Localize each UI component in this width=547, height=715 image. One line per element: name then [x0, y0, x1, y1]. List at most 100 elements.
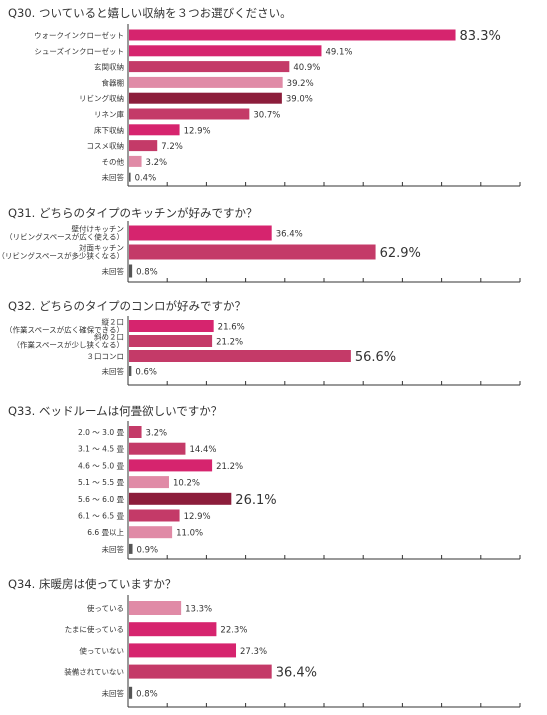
category-label: 5.1 ～ 5.5 畳 — [78, 478, 125, 487]
bar — [129, 643, 237, 658]
category-label: 壁付けキッチン — [72, 224, 125, 234]
bar — [129, 622, 217, 637]
data-label: 62.9% — [380, 246, 421, 261]
category-label: リネン庫 — [94, 109, 124, 119]
data-label: 7.2% — [161, 142, 183, 152]
q33-chart: 3.2% 2.0 ～ 3.0 畳 14.4% 3.1 ～ 4.5 畳 21.2% 4.6 … — [78, 421, 521, 560]
category-label: 5.6 ～ 6.0 畳 — [78, 495, 125, 504]
category-label: ウォークインクローゼット — [34, 30, 124, 40]
bar — [129, 244, 376, 260]
category-label: 使っていない — [79, 645, 124, 655]
bar — [129, 601, 182, 615]
category-label: 3.1 ～ 4.5 畳 — [78, 445, 125, 454]
q32-chart: 21.6% 縦２口（作業スペースが広く確保できる） 21.2% 斜め２口（作業スペース… — [5, 316, 521, 386]
data-label: 83.3% — [460, 29, 501, 44]
category-label: 縦２口 — [102, 317, 125, 327]
bar — [129, 76, 283, 88]
bar — [129, 108, 250, 120]
category-label: （作業スペースが広く確保できる） — [5, 325, 124, 335]
category-label: （リビングスペースが広く使える） — [5, 232, 124, 242]
data-label: 22.3% — [220, 626, 247, 636]
data-label: 56.6% — [355, 350, 396, 365]
data-label: 0.8% — [136, 689, 158, 699]
data-label: 36.4% — [276, 230, 303, 240]
bar — [129, 442, 186, 455]
data-label: 21.2% — [216, 338, 243, 348]
data-label: 12.9% — [184, 512, 211, 522]
bar — [129, 664, 272, 679]
category-label: 使っている — [87, 603, 124, 613]
data-label: 0.9% — [137, 545, 159, 555]
bar — [129, 140, 158, 152]
q32-title: Q32. どちらのタイプのコンロが好みですか？ — [8, 299, 246, 313]
bar — [129, 476, 169, 489]
category-label: 斜め２口 — [94, 332, 124, 342]
category-label: （作業スペースが少し狭くなる） — [12, 340, 124, 350]
bar — [129, 686, 133, 699]
data-label: 40.9% — [293, 63, 320, 73]
bar — [129, 320, 214, 332]
bar — [129, 526, 173, 539]
data-label: 39.2% — [287, 79, 314, 89]
q30-title: Q30. ついていると嬉しい収納を３つお選びください。 — [8, 6, 292, 20]
bar — [129, 225, 272, 241]
category-label: コスメ収納 — [87, 141, 125, 151]
data-label: 36.4% — [276, 666, 317, 681]
data-label: 27.3% — [240, 647, 267, 657]
category-label: 対面キッチン — [79, 243, 124, 253]
category-label: たまに使っている — [65, 624, 124, 634]
category-label: 食器棚 — [102, 77, 125, 87]
data-label: 39.0% — [286, 95, 313, 105]
bar — [129, 155, 142, 167]
category-label: ３口コンロ — [87, 352, 125, 361]
data-label: 30.7% — [253, 111, 280, 121]
category-label: 6.1 ～ 6.5 畳 — [78, 512, 125, 521]
bar — [129, 459, 213, 472]
category-label: シューズインクローゼット — [34, 46, 124, 56]
data-label: 3.2% — [146, 158, 168, 168]
bar — [129, 29, 456, 41]
q30-chart: 83.3% ウォークインクローゼット 49.1% シューズインクローゼット 40.9% 玄… — [34, 24, 521, 187]
category-label: リビング収納 — [79, 93, 124, 103]
category-label: 床下収納 — [94, 125, 124, 135]
q31-chart: 36.4% 壁付けキッチン（リビングスペースが広く使える） 62.9% 対面キッチン（… — [0, 221, 521, 283]
data-label: 0.4% — [135, 174, 157, 184]
category-label: 装備されていない — [64, 667, 124, 677]
bar — [129, 366, 132, 376]
category-label: その他 — [102, 156, 125, 166]
category-label: 玄関収納 — [94, 62, 124, 72]
data-label: 3.2% — [146, 429, 168, 439]
data-label: 13.3% — [185, 605, 212, 615]
bar — [129, 335, 213, 347]
bar — [129, 264, 133, 278]
category-label: 未回答 — [102, 366, 125, 376]
category-label: 未回答 — [102, 544, 125, 554]
data-label: 0.6% — [135, 368, 157, 378]
category-label: 6.6 畳以上 — [87, 528, 124, 537]
category-label: 4.6 ～ 5.0 畳 — [78, 461, 125, 470]
data-label: 14.4% — [189, 445, 216, 455]
bar — [129, 350, 351, 362]
category-label: 未回答 — [102, 172, 125, 182]
bar — [129, 492, 232, 505]
data-label: 21.6% — [218, 323, 245, 333]
q34-title: Q34. 床暖房は使っていますか？ — [8, 577, 177, 591]
category-label: （リビングスペースが多少狭くなる） — [0, 251, 124, 261]
q31-title: Q31. どちらのタイプのキッチンが好みですか？ — [8, 206, 258, 220]
bar — [129, 45, 322, 57]
category-label: 2.0 ～ 3.0 畳 — [78, 428, 125, 437]
data-label: 0.8% — [136, 268, 158, 278]
category-label: 未回答 — [102, 688, 125, 698]
q33-title: Q33. ベッドルームは何畳欲しいですか？ — [8, 404, 223, 418]
bar — [129, 92, 282, 104]
category-label: 未回答 — [102, 266, 125, 276]
data-label: 49.1% — [325, 47, 352, 57]
data-label: 26.1% — [235, 493, 276, 508]
bar — [129, 426, 142, 438]
data-label: 21.2% — [216, 462, 243, 472]
data-label: 10.2% — [173, 479, 200, 489]
bar — [129, 172, 131, 182]
bar — [129, 543, 133, 554]
bar — [129, 509, 180, 522]
